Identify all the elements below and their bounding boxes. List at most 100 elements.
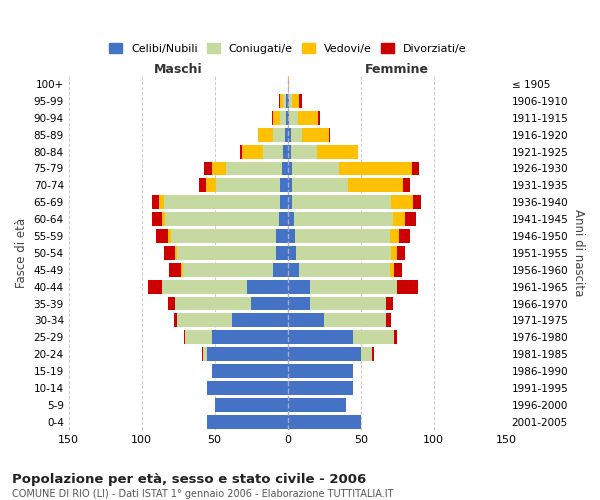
- Bar: [182, 263, 273, 276]
- Bar: [168, 296, 175, 310]
- Bar: [394, 330, 397, 344]
- Bar: [287, 212, 293, 226]
- Bar: [298, 111, 319, 125]
- Bar: [239, 144, 242, 158]
- Bar: [287, 77, 289, 91]
- Bar: [373, 348, 374, 361]
- Bar: [205, 162, 212, 175]
- Bar: [279, 94, 280, 108]
- Bar: [148, 280, 162, 293]
- Bar: [394, 263, 401, 276]
- Bar: [287, 128, 290, 141]
- Bar: [319, 111, 320, 125]
- Bar: [208, 381, 287, 395]
- Bar: [391, 246, 397, 260]
- Bar: [287, 162, 292, 175]
- Bar: [287, 196, 292, 209]
- Bar: [283, 94, 286, 108]
- Bar: [212, 330, 287, 344]
- Bar: [412, 162, 419, 175]
- Bar: [390, 229, 398, 243]
- Bar: [292, 162, 339, 175]
- Bar: [397, 246, 404, 260]
- Text: Popolazione per età, sesso e stato civile - 2006: Popolazione per età, sesso e stato civil…: [12, 472, 366, 486]
- Bar: [287, 314, 324, 328]
- Bar: [165, 212, 279, 226]
- Bar: [212, 162, 226, 175]
- Bar: [283, 144, 287, 158]
- Bar: [280, 196, 287, 209]
- Y-axis label: Anni di nascita: Anni di nascita: [572, 209, 585, 296]
- Bar: [199, 178, 206, 192]
- Bar: [181, 263, 182, 276]
- Bar: [386, 314, 391, 328]
- Bar: [280, 178, 287, 192]
- Bar: [279, 212, 287, 226]
- Bar: [290, 144, 317, 158]
- Bar: [290, 128, 302, 141]
- Bar: [156, 229, 168, 243]
- Bar: [171, 229, 276, 243]
- Bar: [282, 162, 287, 175]
- Bar: [208, 415, 287, 428]
- Bar: [397, 280, 418, 293]
- Bar: [293, 212, 393, 226]
- Bar: [299, 263, 390, 276]
- Bar: [272, 111, 273, 125]
- Bar: [287, 296, 310, 310]
- Bar: [251, 296, 287, 310]
- Bar: [259, 128, 273, 141]
- Bar: [184, 330, 185, 344]
- Bar: [232, 314, 287, 328]
- Bar: [286, 111, 287, 125]
- Bar: [276, 246, 287, 260]
- Bar: [169, 263, 181, 276]
- Bar: [202, 348, 203, 361]
- Y-axis label: Fasce di età: Fasce di età: [15, 218, 28, 288]
- Bar: [287, 381, 353, 395]
- Bar: [287, 229, 295, 243]
- Bar: [273, 128, 285, 141]
- Bar: [398, 229, 410, 243]
- Bar: [287, 330, 353, 344]
- Bar: [162, 280, 247, 293]
- Bar: [285, 128, 287, 141]
- Bar: [287, 144, 290, 158]
- Bar: [152, 212, 162, 226]
- Bar: [247, 280, 287, 293]
- Bar: [208, 348, 287, 361]
- Bar: [404, 212, 416, 226]
- Bar: [287, 94, 289, 108]
- Bar: [353, 330, 394, 344]
- Bar: [177, 314, 232, 328]
- Bar: [263, 144, 283, 158]
- Bar: [226, 162, 282, 175]
- Bar: [175, 246, 177, 260]
- Bar: [162, 212, 165, 226]
- Bar: [177, 246, 276, 260]
- Bar: [185, 330, 212, 344]
- Bar: [276, 229, 287, 243]
- Bar: [287, 415, 361, 428]
- Bar: [152, 196, 159, 209]
- Bar: [287, 280, 310, 293]
- Bar: [302, 128, 329, 141]
- Bar: [242, 144, 263, 158]
- Bar: [296, 246, 391, 260]
- Bar: [324, 314, 386, 328]
- Bar: [286, 94, 287, 108]
- Bar: [273, 263, 287, 276]
- Bar: [390, 263, 394, 276]
- Bar: [329, 128, 330, 141]
- Bar: [386, 296, 393, 310]
- Bar: [289, 111, 298, 125]
- Text: Femmine: Femmine: [365, 64, 429, 76]
- Bar: [287, 398, 346, 411]
- Bar: [175, 296, 251, 310]
- Bar: [159, 196, 164, 209]
- Bar: [287, 246, 296, 260]
- Bar: [212, 364, 287, 378]
- Bar: [310, 296, 386, 310]
- Bar: [292, 178, 347, 192]
- Bar: [215, 398, 287, 411]
